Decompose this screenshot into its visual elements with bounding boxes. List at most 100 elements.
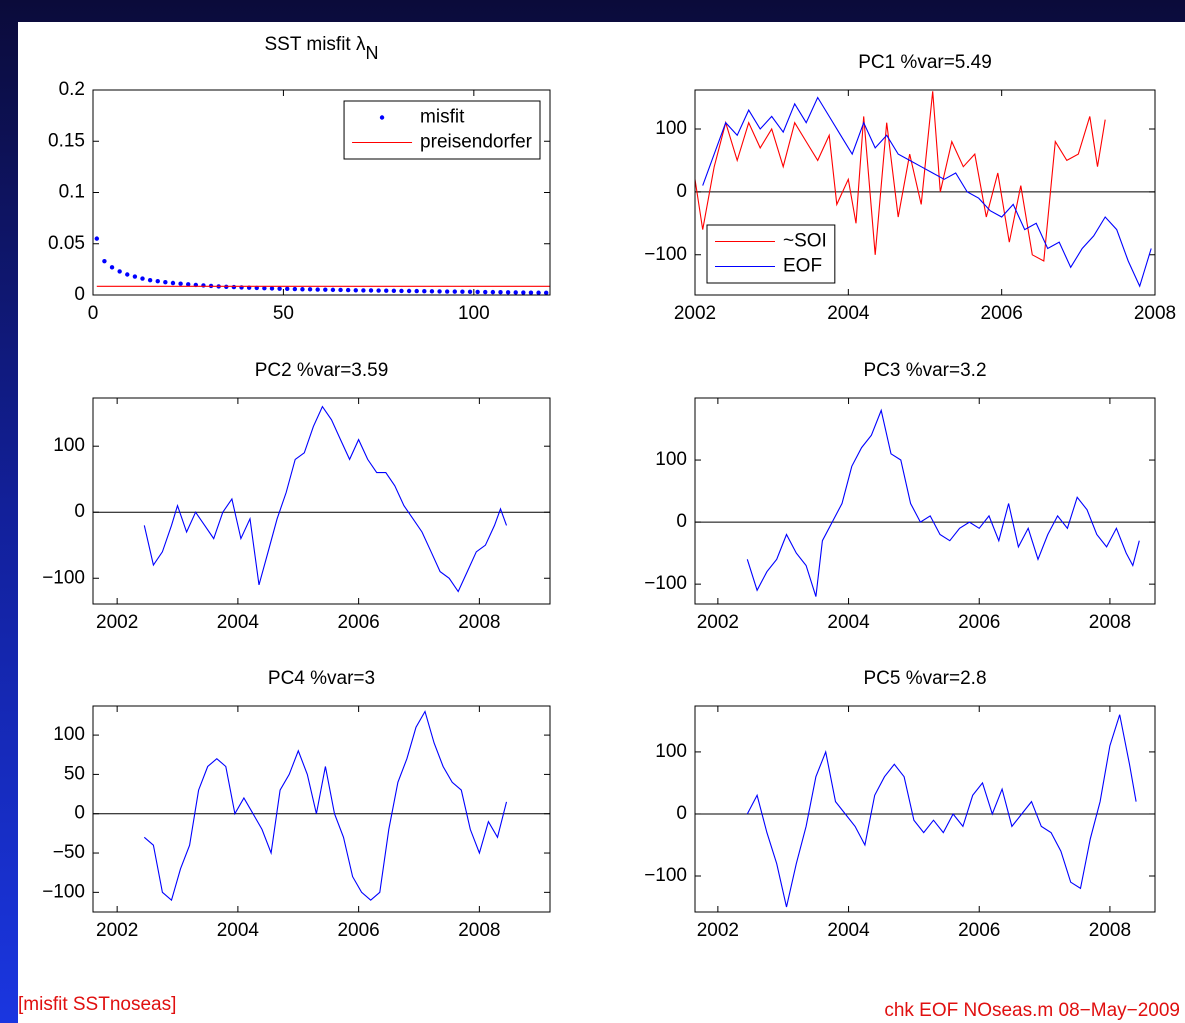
axes-box <box>694 89 1156 296</box>
y-tick-label: 0 <box>74 501 85 522</box>
x-tick-label: 2006 <box>958 920 1000 941</box>
data-point <box>376 288 381 293</box>
y-tick-label: 0 <box>676 803 687 824</box>
data-point <box>307 287 313 292</box>
data-point <box>490 289 496 295</box>
title-text: PC5 %var=2.8 <box>863 668 986 689</box>
title-text: PC1 %var=5.49 <box>858 52 992 73</box>
data-point <box>498 290 503 295</box>
x-tick-label: 2004 <box>827 303 870 324</box>
data-point <box>345 287 351 293</box>
data-point <box>452 289 457 294</box>
x-tick-label: 2004 <box>217 920 260 941</box>
y-tick-label: 100 <box>53 435 85 456</box>
subplot: SST misfit λN 0 50 100 0 0.05 0.1 0.15 0.2 misfit… <box>48 34 551 324</box>
data-point <box>315 287 320 292</box>
data-point <box>132 274 138 279</box>
data-line <box>746 408 1140 597</box>
x-tick-label: 2008 <box>1089 920 1131 941</box>
y-tick-label: 0 <box>676 181 687 202</box>
subplot: PC3 %var=3.2 2002 2004 2006 2008 −100 0 100 <box>644 360 1156 633</box>
data-point <box>536 290 541 295</box>
x-tick-label: 2006 <box>337 612 379 633</box>
title-text: PC4 %var=3 <box>268 668 375 689</box>
data-point <box>513 290 518 295</box>
x-tick-label: 2002 <box>96 920 138 941</box>
data-point <box>125 272 130 277</box>
legend-label: ~SOI <box>783 231 827 252</box>
axes-box <box>694 705 1156 913</box>
chart-title: SST misfit λN <box>265 34 379 63</box>
data-line <box>746 714 1137 908</box>
data-point <box>300 287 305 292</box>
axes-box <box>92 397 551 605</box>
data-point <box>338 287 343 293</box>
x-tick-label: 2002 <box>674 303 716 324</box>
data-point <box>140 276 145 281</box>
title-text: PC3 %var=3.2 <box>863 360 986 381</box>
y-tick-label: 0.15 <box>48 130 85 151</box>
data-point <box>467 289 473 295</box>
data-point <box>361 288 366 293</box>
y-tick-label: −100 <box>644 865 687 886</box>
data-point <box>163 279 168 285</box>
data-point <box>231 284 237 290</box>
legend-label: preisendorfer <box>420 132 533 153</box>
plot-area <box>143 710 508 902</box>
y-tick-label: 100 <box>655 118 687 139</box>
x-tick-label: 2002 <box>697 612 739 633</box>
legend-label: misfit <box>420 107 465 128</box>
data-point <box>155 278 160 284</box>
chart-title: PC2 %var=3.59 <box>255 360 389 381</box>
data-point <box>330 287 336 293</box>
data-point <box>429 289 435 294</box>
x-tick-label: 2004 <box>827 920 870 941</box>
data-point <box>170 280 176 286</box>
legend-box <box>343 100 541 160</box>
data-point <box>475 289 480 295</box>
data-point <box>543 290 549 295</box>
legend-symbol <box>379 115 385 120</box>
subplot: PC1 %var=5.49 2002 2004 2006 2008 −100 0 100 ~SO… <box>644 52 1176 324</box>
data-point <box>384 288 389 293</box>
legend: misfit preisendorfer <box>343 100 541 160</box>
y-tick-label: −100 <box>644 244 687 265</box>
axes-box <box>92 705 551 913</box>
x-tick-label: 2008 <box>458 612 500 633</box>
data-point <box>323 287 328 292</box>
data-point <box>94 236 100 241</box>
y-tick-label: −100 <box>42 567 85 588</box>
y-tick-label: 100 <box>655 741 687 762</box>
y-tick-label: −50 <box>53 842 85 863</box>
chart-title: PC5 %var=2.8 <box>863 668 986 689</box>
chart-title: PC1 %var=5.49 <box>858 52 992 73</box>
subplot: PC5 %var=2.8 2002 2004 2006 2008 −100 0 100 <box>644 668 1156 941</box>
data-line <box>143 405 508 593</box>
data-point <box>117 269 122 274</box>
data-point <box>292 286 298 292</box>
y-tick-label: −100 <box>42 881 85 902</box>
data-point <box>269 286 275 291</box>
y-tick-label: 100 <box>655 449 687 470</box>
legend-label: EOF <box>783 256 822 277</box>
x-tick-label: 2006 <box>337 920 379 941</box>
y-tick-label: 0 <box>74 284 85 305</box>
data-point <box>399 288 404 294</box>
x-tick-label: 50 <box>273 303 294 324</box>
data-point <box>505 290 511 295</box>
y-tick-label: 0.2 <box>59 79 85 100</box>
x-tick-label: 2004 <box>827 612 870 633</box>
y-tick-label: 0 <box>676 511 687 532</box>
data-line <box>143 710 508 902</box>
title-subscript: N <box>366 43 379 63</box>
y-tick-label: −100 <box>644 573 687 594</box>
data-point <box>483 289 488 295</box>
chart-title: PC4 %var=3 <box>268 668 375 689</box>
plot-area <box>695 91 1152 288</box>
data-point <box>102 258 107 264</box>
subplot: PC4 %var=3 2002 2004 2006 2008 −100 −50 0 50 100 <box>42 668 551 941</box>
plot-area <box>746 408 1140 597</box>
data-point <box>460 289 465 294</box>
data-point <box>444 289 450 294</box>
